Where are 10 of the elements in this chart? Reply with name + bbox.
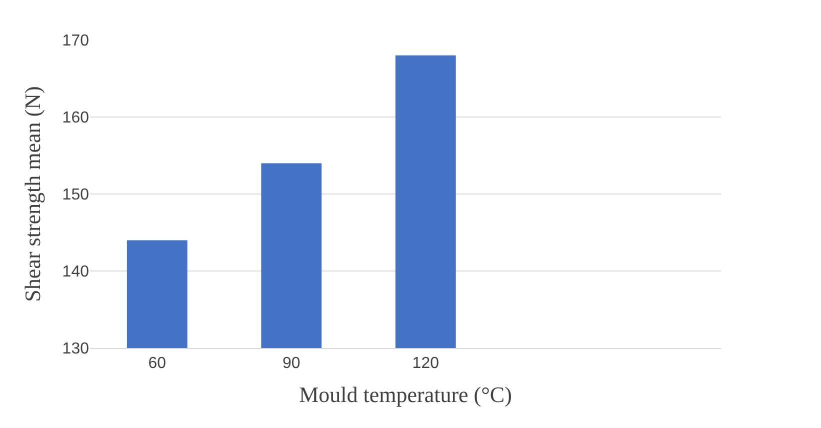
y-tick-label: 140 [62,264,90,281]
x-tick-label: 120 [412,355,440,372]
y-tick-label: 130 [62,340,90,358]
y-tick-label: 160 [62,110,90,127]
x-tick-label: 90 [282,355,300,372]
y-axis-title: Shear strength mean (N) [20,86,46,302]
y-tick-label: 170 [62,32,90,50]
y-tick-label: 150 [62,186,90,204]
x-axis-title: Mould temperature (°C) [299,382,512,408]
x-tick-label: 60 [148,355,166,372]
